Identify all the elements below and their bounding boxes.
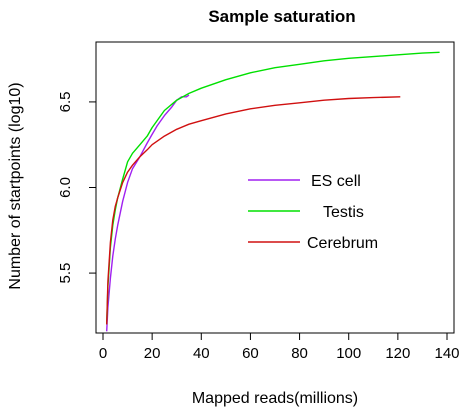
- x-tick-label: 60: [242, 345, 259, 362]
- y-tick-label: 6.0: [57, 177, 74, 198]
- x-axis-label: Mapped reads(millions): [192, 390, 358, 407]
- series-line-testis: [106, 51, 440, 325]
- plot-frame: [95, 41, 455, 334]
- series-lines: [106, 51, 440, 332]
- x-tick-label: 100: [336, 345, 361, 362]
- x-tick-label: 140: [434, 345, 459, 362]
- legend-label: Testis: [323, 204, 364, 221]
- chart-title: Sample saturation: [208, 7, 355, 26]
- y-tick-label: 6.5: [57, 91, 74, 112]
- y-tick-label: 5.5: [57, 263, 74, 284]
- x-tick-label: 20: [144, 345, 161, 362]
- x-tick-label: 40: [193, 345, 210, 362]
- y-axis-label: Number of startpoints (log10): [7, 82, 24, 289]
- legend-label: ES cell: [311, 173, 361, 190]
- series-line-es-cell: [106, 94, 190, 332]
- x-tick-label: 80: [291, 345, 308, 362]
- x-tick-label: 0: [99, 345, 107, 362]
- legend-label: Cerebrum: [307, 235, 378, 252]
- series-line-cerebrum: [106, 96, 401, 325]
- x-tick-label: 120: [385, 345, 410, 362]
- x-axis: 0 20 40 60 80 100 120 140: [99, 333, 460, 362]
- legend: ES cell Testis Cerebrum: [248, 173, 378, 252]
- y-axis: 5.5 6.0 6.5: [57, 91, 96, 284]
